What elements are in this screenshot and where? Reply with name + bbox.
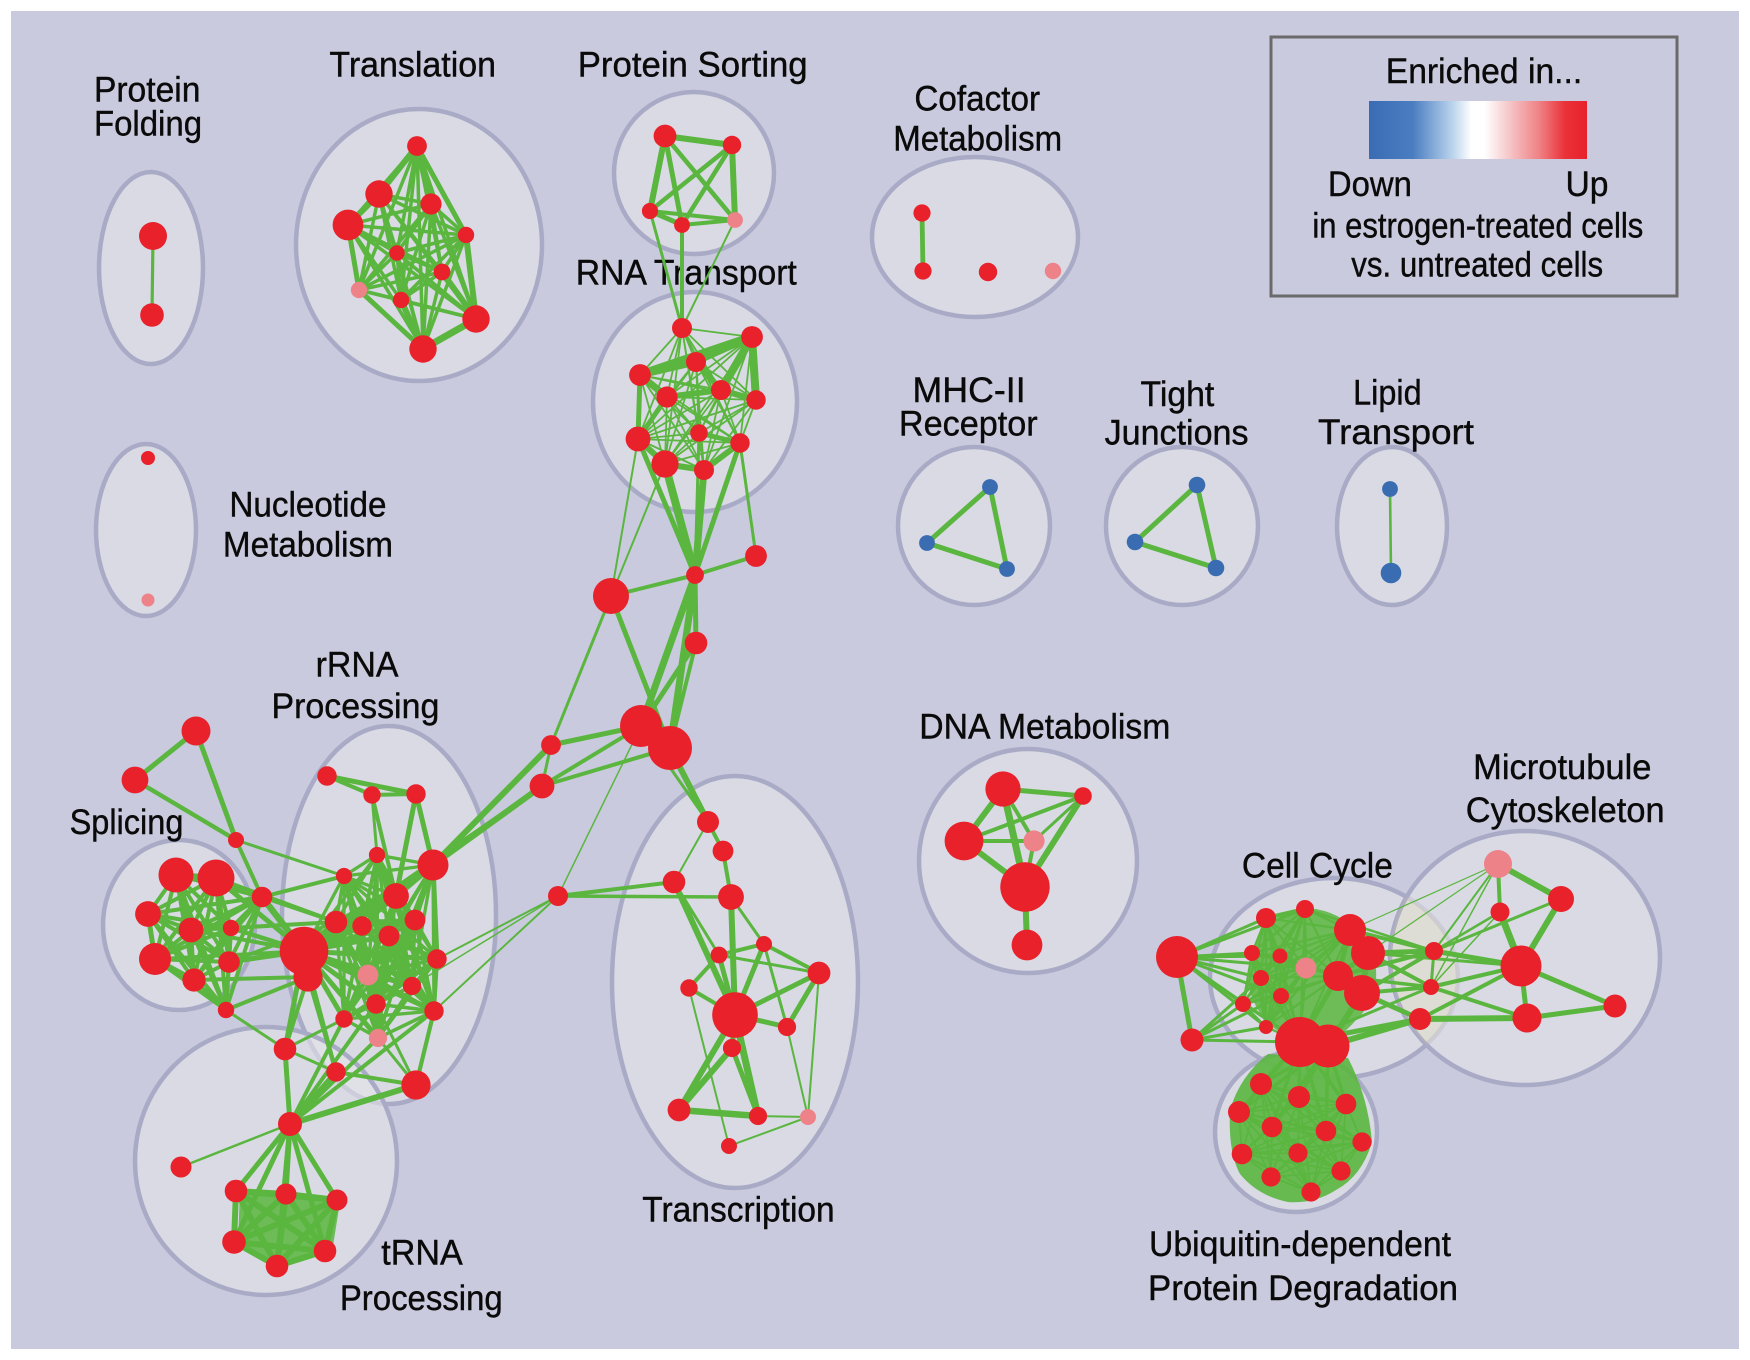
svg-text:Receptor: Receptor: [899, 404, 1038, 443]
svg-text:Protein: Protein: [94, 71, 201, 110]
svg-text:Up: Up: [1566, 165, 1609, 204]
svg-text:DNA Metabolism: DNA Metabolism: [919, 707, 1170, 746]
svg-text:Junctions: Junctions: [1105, 414, 1249, 453]
svg-text:Folding: Folding: [94, 105, 202, 144]
svg-text:Transcription: Transcription: [642, 1191, 834, 1230]
svg-text:Down: Down: [1328, 165, 1412, 204]
svg-text:Cytoskeleton: Cytoskeleton: [1466, 791, 1665, 830]
svg-text:Ubiquitin-dependent: Ubiquitin-dependent: [1149, 1225, 1451, 1264]
svg-text:RNA Transport: RNA Transport: [576, 253, 797, 292]
svg-text:Metabolism: Metabolism: [893, 119, 1062, 158]
svg-text:Splicing: Splicing: [70, 803, 184, 842]
svg-text:Tight: Tight: [1141, 375, 1215, 414]
svg-text:Cofactor: Cofactor: [914, 79, 1040, 118]
svg-text:Lipid: Lipid: [1353, 373, 1422, 412]
svg-text:Protein Degradation: Protein Degradation: [1148, 1269, 1458, 1308]
svg-text:Processing: Processing: [340, 1279, 503, 1318]
svg-text:rRNA: rRNA: [316, 645, 400, 684]
svg-text:Transport: Transport: [1318, 413, 1474, 452]
svg-text:Processing: Processing: [271, 687, 439, 726]
svg-text:Protein Sorting: Protein Sorting: [578, 45, 808, 84]
svg-text:Enriched in...: Enriched in...: [1386, 52, 1583, 91]
svg-text:Metabolism: Metabolism: [223, 525, 393, 564]
svg-text:tRNA: tRNA: [381, 1233, 463, 1272]
svg-text:Nucleotide: Nucleotide: [229, 485, 386, 524]
svg-text:in estrogen-treated cells: in estrogen-treated cells: [1312, 206, 1643, 245]
svg-text:Translation: Translation: [329, 45, 496, 84]
svg-text:Microtubule: Microtubule: [1473, 748, 1651, 787]
svg-text:vs. untreated cells: vs. untreated cells: [1351, 245, 1603, 284]
svg-text:Cell Cycle: Cell Cycle: [1242, 846, 1393, 885]
svg-text:MHC-II: MHC-II: [913, 371, 1026, 410]
